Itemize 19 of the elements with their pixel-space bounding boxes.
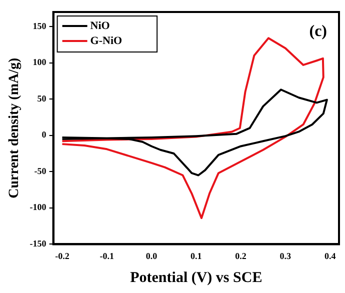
legend-label: NiO xyxy=(90,20,110,32)
x-axis-title: Potential (V) vs SCE xyxy=(130,270,262,286)
x-tick-label: -0.2 xyxy=(55,250,70,261)
y-tick-label: 100 xyxy=(32,57,47,68)
x-tick-label: 0.0 xyxy=(146,250,158,261)
y-tick-label: 50 xyxy=(37,93,47,104)
x-tick-label: -0.1 xyxy=(100,250,114,261)
y-tick-label: -150 xyxy=(30,238,47,249)
y-tick-label: 150 xyxy=(32,20,47,31)
y-tick-label: -100 xyxy=(30,202,47,212)
x-tick-label: 0.3 xyxy=(280,250,292,261)
legend-label: G-NiO xyxy=(90,34,123,47)
x-tick-label: 0.2 xyxy=(235,250,247,261)
x-tick-label: 0.4 xyxy=(324,250,336,261)
annotation: (c) xyxy=(309,23,327,40)
y-axis-title: Current density (mA/g) xyxy=(7,58,22,198)
y-tick-label: 0 xyxy=(42,130,47,140)
y-tick-label: -50 xyxy=(34,166,47,176)
x-tick-label: 0.1 xyxy=(190,250,202,261)
